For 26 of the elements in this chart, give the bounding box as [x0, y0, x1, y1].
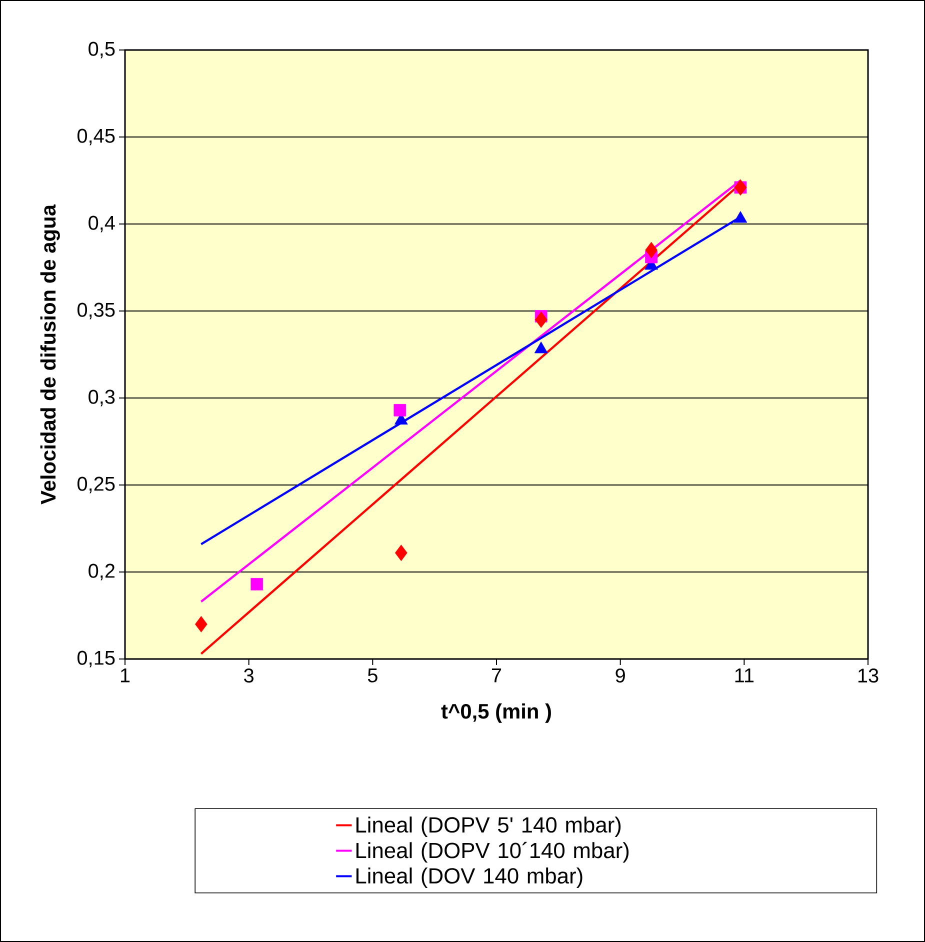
- point: [645, 242, 658, 258]
- point: [394, 404, 406, 416]
- y-axis-title: Velocidad de difusion de agua: [40, 204, 60, 504]
- x-tick-label: 3: [244, 668, 254, 683]
- y-tick-label: 0,5: [88, 42, 115, 58]
- y-tick-label: 0,2: [88, 564, 114, 580]
- point: [194, 616, 208, 632]
- legend-label: Lineal (DOV 140 mbar): [356, 868, 582, 888]
- y-tick-label: 0,4: [88, 216, 115, 232]
- x-tick-label: 7: [492, 668, 502, 682]
- y-tick-label: 0,35: [78, 302, 115, 320]
- x-axis-title: t^0,5 (min ): [441, 703, 551, 723]
- legend-label: Lineal (DOPV 5' 140 mbar): [356, 816, 621, 837]
- x-tick-label: 5: [368, 668, 378, 682]
- x-tick-label: 13: [858, 668, 878, 683]
- x-tick-label: 1: [120, 668, 130, 682]
- point: [250, 578, 264, 590]
- point: [394, 544, 408, 562]
- point: [534, 312, 548, 328]
- y-tick-label: 0,3: [88, 390, 115, 406]
- y-tick-label: 0,15: [78, 650, 115, 668]
- x-tick-label: 11: [735, 668, 754, 682]
- y-tick-label: 0,25: [78, 476, 115, 494]
- legend-label: Lineal (DOPV 10´140 mbar): [356, 842, 629, 863]
- x-tick-label: 9: [616, 668, 625, 683]
- y-tick-label: 0,45: [78, 128, 115, 146]
